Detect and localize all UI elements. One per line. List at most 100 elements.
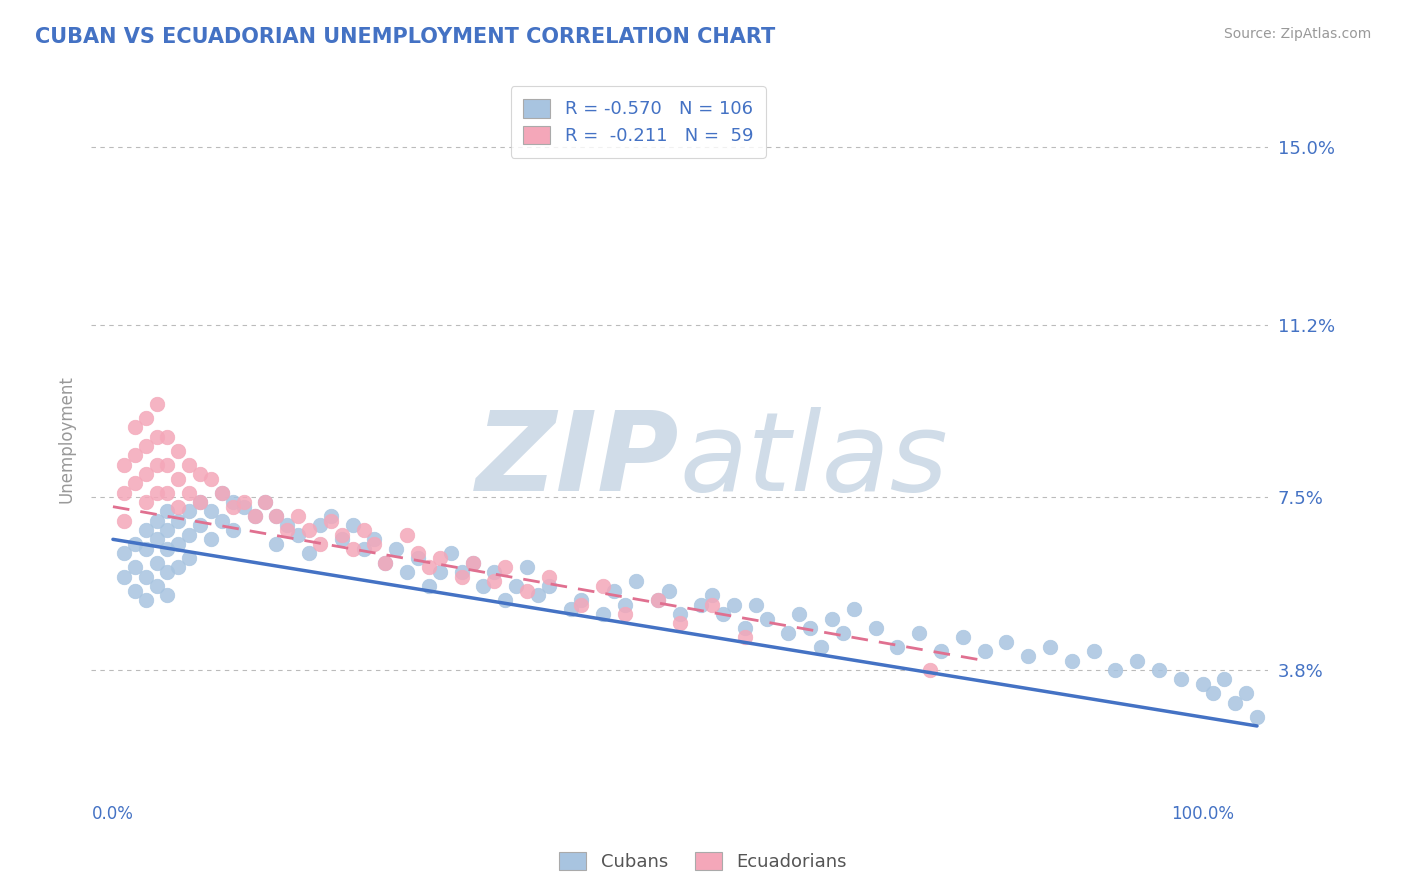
Point	[124, 560, 146, 574]
Point	[374, 556, 396, 570]
Point	[124, 537, 146, 551]
Point	[179, 458, 201, 472]
Point	[243, 508, 266, 523]
Point	[232, 495, 254, 509]
Point	[200, 472, 222, 486]
Point	[908, 625, 931, 640]
Point	[1170, 673, 1192, 687]
Point	[516, 583, 538, 598]
Point	[145, 514, 167, 528]
Point	[396, 565, 419, 579]
Point	[668, 607, 690, 621]
Point	[167, 514, 190, 528]
Point	[494, 593, 516, 607]
Point	[571, 593, 593, 607]
Point	[702, 598, 724, 612]
Point	[690, 598, 713, 612]
Point	[232, 500, 254, 514]
Point	[537, 569, 560, 583]
Point	[1213, 673, 1236, 687]
Point	[484, 574, 506, 589]
Point	[266, 508, 288, 523]
Point	[179, 551, 201, 566]
Text: ZIP: ZIP	[477, 408, 679, 514]
Point	[363, 533, 385, 547]
Point	[745, 598, 768, 612]
Point	[342, 541, 364, 556]
Point	[124, 476, 146, 491]
Point	[211, 485, 233, 500]
Point	[135, 495, 157, 509]
Point	[167, 472, 190, 486]
Point	[330, 533, 353, 547]
Point	[1060, 654, 1083, 668]
Point	[450, 569, 472, 583]
Point	[287, 508, 309, 523]
Point	[429, 565, 451, 579]
Point	[167, 500, 190, 514]
Point	[1126, 654, 1149, 668]
Y-axis label: Unemployment: Unemployment	[58, 376, 75, 503]
Point	[461, 556, 484, 570]
Legend: Cubans, Ecuadorians: Cubans, Ecuadorians	[551, 845, 855, 879]
Point	[179, 485, 201, 500]
Point	[614, 598, 637, 612]
Point	[135, 541, 157, 556]
Point	[156, 430, 179, 444]
Point	[156, 588, 179, 602]
Point	[995, 635, 1018, 649]
Point	[124, 448, 146, 462]
Point	[179, 504, 201, 518]
Point	[135, 569, 157, 583]
Text: Source: ZipAtlas.com: Source: ZipAtlas.com	[1223, 27, 1371, 41]
Point	[254, 495, 277, 509]
Point	[472, 579, 495, 593]
Point	[188, 495, 211, 509]
Point	[145, 397, 167, 411]
Point	[537, 579, 560, 593]
Point	[156, 458, 179, 472]
Point	[309, 537, 332, 551]
Point	[156, 504, 179, 518]
Point	[920, 663, 942, 677]
Point	[1039, 640, 1062, 654]
Point	[461, 556, 484, 570]
Point	[1246, 709, 1268, 723]
Point	[135, 411, 157, 425]
Point	[200, 504, 222, 518]
Point	[832, 625, 855, 640]
Point	[647, 593, 669, 607]
Point	[188, 467, 211, 481]
Point	[156, 485, 179, 500]
Point	[1234, 686, 1257, 700]
Point	[505, 579, 527, 593]
Point	[723, 598, 745, 612]
Point	[112, 546, 135, 560]
Point	[429, 551, 451, 566]
Point	[188, 495, 211, 509]
Point	[560, 602, 582, 616]
Point	[266, 537, 288, 551]
Point	[156, 565, 179, 579]
Point	[418, 560, 440, 574]
Point	[603, 583, 626, 598]
Point	[167, 537, 190, 551]
Point	[571, 598, 593, 612]
Point	[799, 621, 821, 635]
Point	[276, 518, 298, 533]
Point	[167, 560, 190, 574]
Point	[789, 607, 811, 621]
Point	[385, 541, 408, 556]
Point	[440, 546, 463, 560]
Point	[200, 533, 222, 547]
Legend: R = -0.570   N = 106, R =  -0.211   N =  59: R = -0.570 N = 106, R = -0.211 N = 59	[510, 87, 766, 158]
Point	[1017, 648, 1039, 663]
Point	[156, 541, 179, 556]
Point	[112, 514, 135, 528]
Point	[952, 630, 974, 644]
Point	[145, 458, 167, 472]
Point	[112, 458, 135, 472]
Point	[734, 630, 756, 644]
Point	[1225, 696, 1247, 710]
Point	[135, 439, 157, 453]
